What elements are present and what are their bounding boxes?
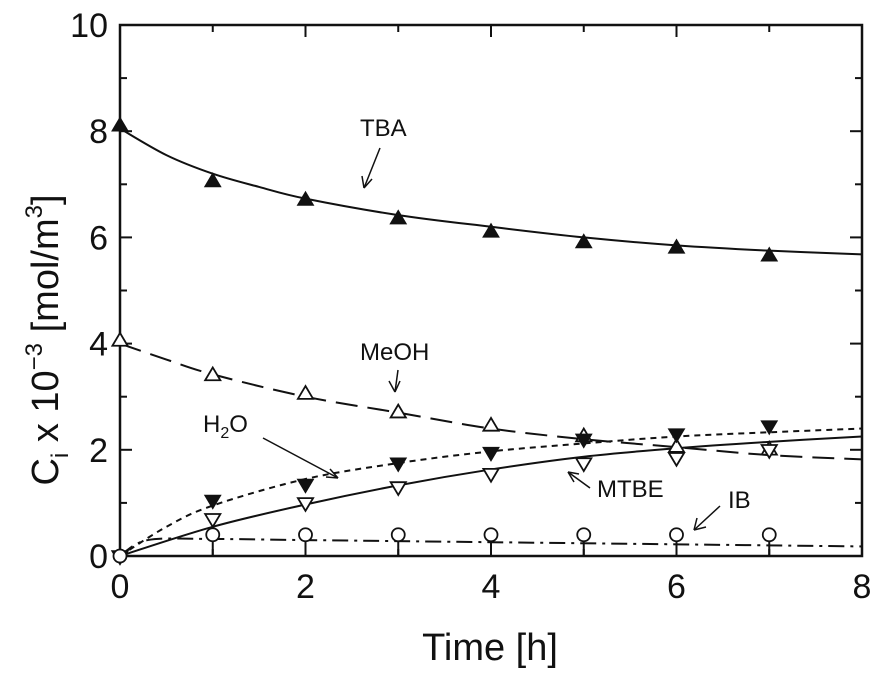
annotation-h2o-arrow <box>262 437 339 479</box>
series-0-point <box>760 246 779 262</box>
annotation-tba: TBA <box>360 115 407 189</box>
series-2-point <box>296 478 315 494</box>
y-tick-label: 8 <box>89 113 108 151</box>
annotation-h2o: H2O <box>203 411 339 479</box>
series-0-point <box>111 116 129 132</box>
series-3-point <box>389 481 408 497</box>
y-tick-label: 4 <box>89 326 108 364</box>
series-1-point <box>296 384 315 400</box>
x-tick-label: 4 <box>482 568 501 606</box>
y-tick-label: 6 <box>89 219 108 257</box>
series-2-point <box>667 428 686 444</box>
series-2-point <box>482 446 500 462</box>
tick-labels: 0 2 4 6 8 0 2 4 6 8 10 <box>70 7 871 606</box>
series-4-point <box>390 527 406 543</box>
series-2-point <box>574 433 593 449</box>
series-1-point <box>667 437 686 453</box>
chart-marks <box>110 116 863 566</box>
series-2-point <box>203 494 222 510</box>
x-tick-label: 0 <box>111 568 130 606</box>
y-axis-title: Ci x 10−3 [mol/m3] <box>21 194 74 485</box>
series-2-point <box>389 457 408 473</box>
series-0-point <box>574 233 593 249</box>
series-4-point <box>761 527 777 543</box>
x-tick-label: 6 <box>667 568 686 606</box>
series-3-point <box>667 452 686 468</box>
series-1-point <box>203 365 222 382</box>
series-4-point <box>669 527 684 543</box>
annotation-tba-arrow <box>363 147 381 189</box>
series-0-point <box>296 190 315 206</box>
annotation-meoh: MeOH <box>360 339 429 393</box>
annotation-mtbe-arrow <box>567 471 591 489</box>
series-0-fit-line <box>119 127 863 256</box>
annotation-h2o-label: H2O <box>203 411 248 442</box>
series-4-point <box>576 527 592 543</box>
series-4-fit-line <box>119 537 863 557</box>
annotation-mtbe-label: MTBE <box>597 476 664 503</box>
series-0-point <box>482 222 500 238</box>
series-2-fit-line <box>119 427 863 557</box>
series-2-point <box>760 420 779 436</box>
series-3-point <box>574 457 593 473</box>
annotation-meoh-arrow <box>394 369 399 393</box>
x-axis-title: Time [h] <box>422 627 558 669</box>
y-tick-label: 0 <box>89 538 108 576</box>
series-4-point <box>298 527 313 543</box>
x-tick-label: 2 <box>296 568 315 606</box>
series-1-point <box>110 331 130 347</box>
series-3-point <box>203 513 222 529</box>
y-tick-label: 10 <box>70 7 108 45</box>
series-4-point <box>483 527 499 543</box>
series-3-point <box>296 497 315 513</box>
series-1-point <box>481 416 501 432</box>
annotation-ib-label: IB <box>728 487 751 514</box>
y-tick-label: 2 <box>89 432 108 470</box>
series-0-point <box>203 172 222 188</box>
series-4-point <box>112 548 128 564</box>
annotation-meoh-label: MeOH <box>360 339 429 366</box>
series-0-point <box>389 209 408 225</box>
series-1-point <box>389 402 408 419</box>
annotation-mtbe: MTBE <box>567 471 664 503</box>
annotation-tba-label: TBA <box>360 115 407 142</box>
series-1-fit-line <box>119 342 863 461</box>
series-3-point <box>760 444 779 460</box>
x-tick-label: 8 <box>853 568 872 606</box>
series-0-point <box>667 238 686 254</box>
annotation-ib: IB <box>693 487 751 531</box>
series-4-point <box>205 527 221 543</box>
annotation-ib-arrow <box>693 505 721 531</box>
series-3-point <box>481 467 501 484</box>
